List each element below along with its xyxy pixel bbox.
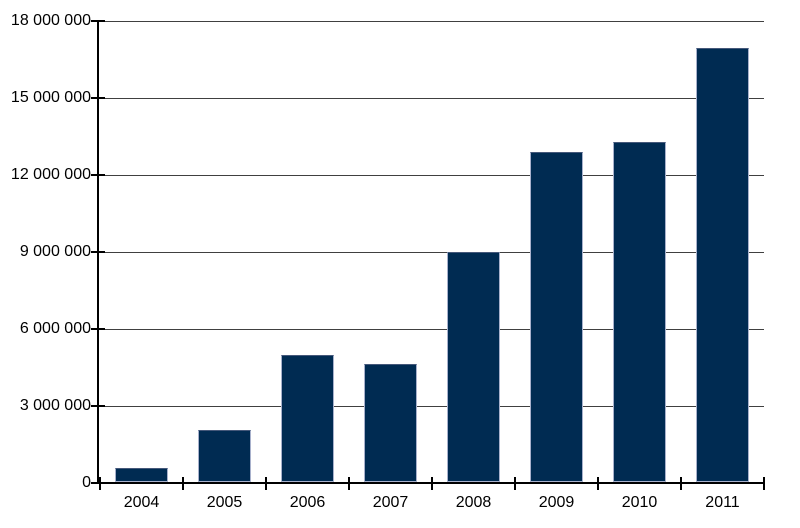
x-tick <box>265 477 267 490</box>
gridline <box>99 328 764 330</box>
y-tick <box>91 482 105 484</box>
x-tick <box>182 477 184 490</box>
y-axis-tick-label: 9 000 000 <box>19 243 91 260</box>
x-axis-category-label: 2004 <box>123 494 160 511</box>
y-tick <box>91 97 105 99</box>
y-axis-tick-label: 15 000 000 <box>10 89 91 106</box>
bar-2011 <box>696 47 749 482</box>
x-axis-category-label: 2006 <box>289 494 326 511</box>
x-tick <box>763 477 765 490</box>
x-axis-category-label: 2008 <box>455 494 492 511</box>
x-axis-category-label: 2005 <box>206 494 243 511</box>
y-tick <box>91 20 105 22</box>
x-axis-line <box>97 482 764 484</box>
bar-2009 <box>530 151 583 482</box>
y-axis-tick-label: 3 000 000 <box>19 397 91 414</box>
y-tick <box>91 174 105 176</box>
x-tick <box>680 477 682 490</box>
x-axis-category-label: 2009 <box>538 494 575 511</box>
x-tick <box>431 477 433 490</box>
y-axis-tick-label: 0 <box>82 474 91 491</box>
y-axis-tick-label: 12 000 000 <box>10 166 91 183</box>
gridline <box>99 97 764 99</box>
x-axis-category-label: 2007 <box>372 494 409 511</box>
gridline <box>99 20 764 22</box>
gridline <box>99 251 764 253</box>
bar-2005 <box>198 430 251 482</box>
gridline <box>99 174 764 176</box>
x-tick <box>514 477 516 490</box>
bar-2006 <box>281 354 334 482</box>
y-axis-tick-label: 18 000 000 <box>10 12 91 29</box>
bar-2007 <box>364 363 417 482</box>
y-tick <box>91 405 105 407</box>
bar-2004 <box>115 467 168 482</box>
y-axis-tick-label: 6 000 000 <box>19 320 91 337</box>
y-tick <box>91 251 105 253</box>
bar-2008 <box>447 252 500 482</box>
gridline <box>99 405 764 407</box>
bar-2010 <box>613 141 666 482</box>
x-tick <box>597 477 599 490</box>
y-tick <box>91 328 105 330</box>
x-axis-category-label: 2010 <box>621 494 658 511</box>
x-axis-category-label: 2011 <box>705 494 740 511</box>
x-tick <box>99 477 101 490</box>
x-tick <box>348 477 350 490</box>
